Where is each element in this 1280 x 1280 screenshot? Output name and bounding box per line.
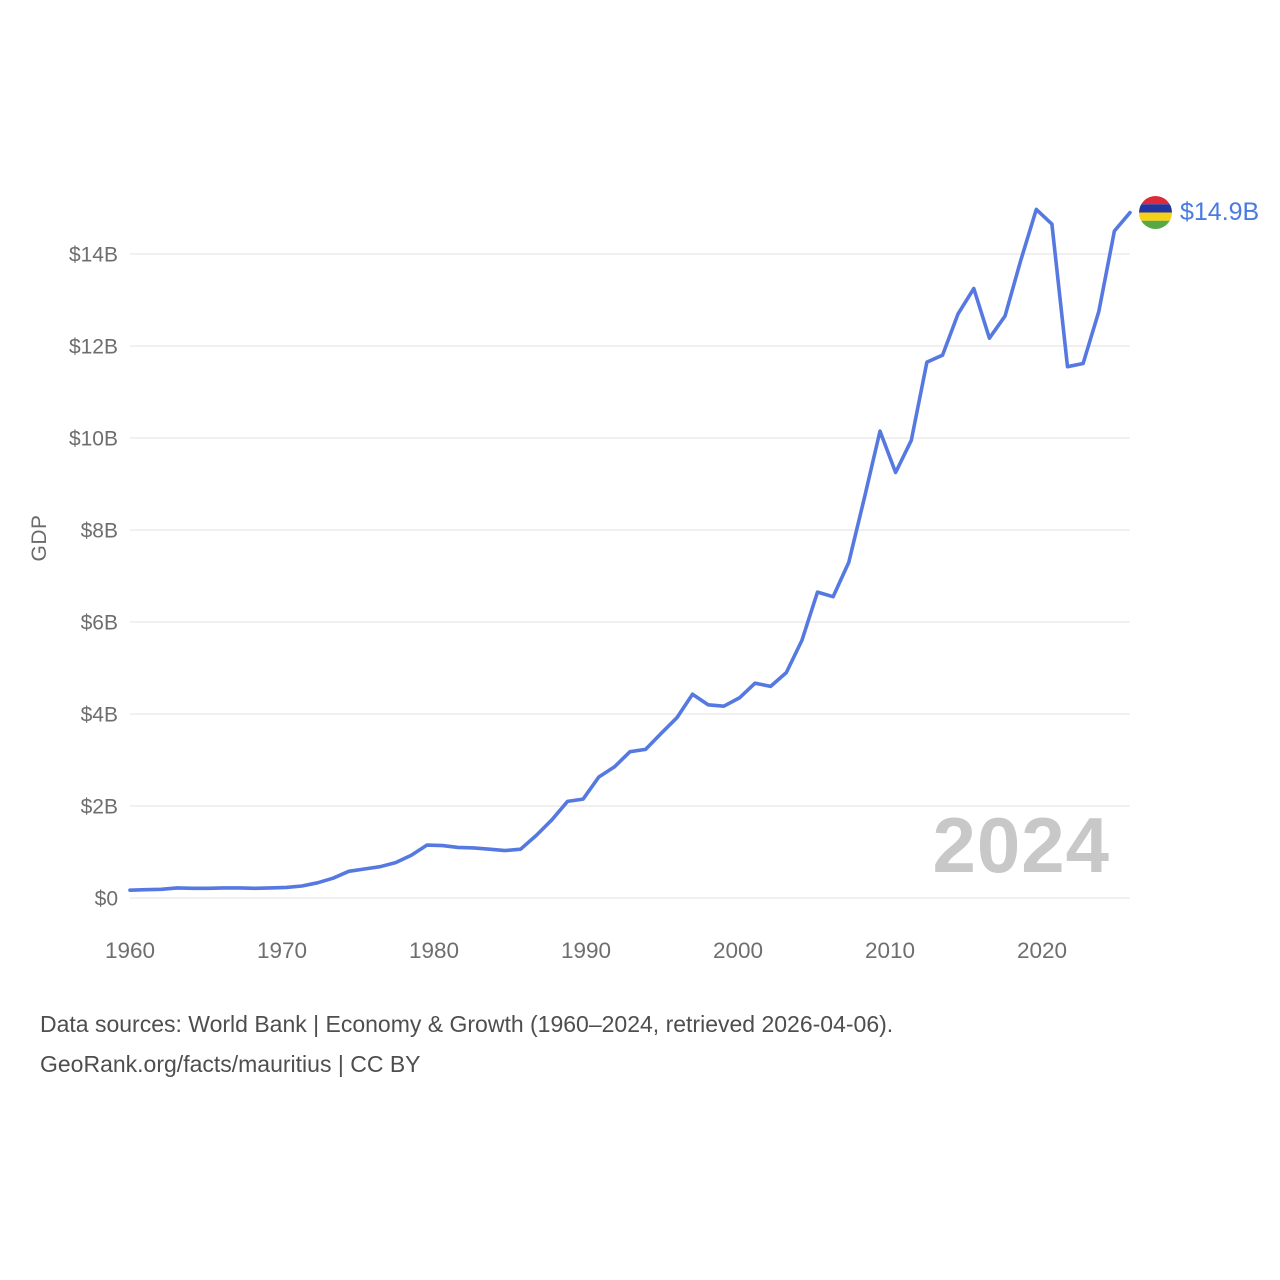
- y-tick-label: $8B: [81, 520, 118, 543]
- gdp-series-line: [128, 207, 1132, 893]
- y-tick-label: $6B: [81, 612, 118, 635]
- y-tick-label: $10B: [69, 428, 118, 451]
- x-tick-label: 1980: [409, 938, 459, 963]
- series-end-marker: $14.9B: [1139, 196, 1259, 230]
- gdp-line-chart: $0 $2B $4B $6B $8B $10B $12B $14B 1960 1970 1980 19…: [69, 207, 1132, 963]
- latest-value-label: $14.9B: [1180, 198, 1260, 227]
- y-tick-label: $12B: [69, 336, 118, 359]
- x-tick-label: 1960: [105, 938, 155, 963]
- source-attribution: Data sources: World Bank | Economy & Gro…: [40, 1004, 893, 1084]
- x-tick-label: 2020: [1017, 938, 1067, 963]
- x-tick-label: 2000: [713, 938, 763, 963]
- mauritius-flag-icon: [1139, 196, 1172, 230]
- y-axis-title: GDP: [28, 514, 51, 562]
- year-watermark: 2024: [932, 801, 1110, 889]
- source-line-1: Data sources: World Bank | Economy & Gro…: [40, 1011, 894, 1037]
- y-tick-label: $4B: [81, 704, 118, 727]
- source-line-2: GeoRank.org/facts/mauritius | CC BY: [40, 1051, 421, 1077]
- y-tick-label: $2B: [81, 796, 118, 819]
- y-tick-label: $14B: [69, 244, 118, 267]
- x-tick-label: 1990: [561, 938, 611, 963]
- x-tick-label: 2010: [865, 938, 915, 963]
- x-tick-label: 1970: [257, 938, 307, 963]
- y-tick-label: $0: [95, 888, 118, 911]
